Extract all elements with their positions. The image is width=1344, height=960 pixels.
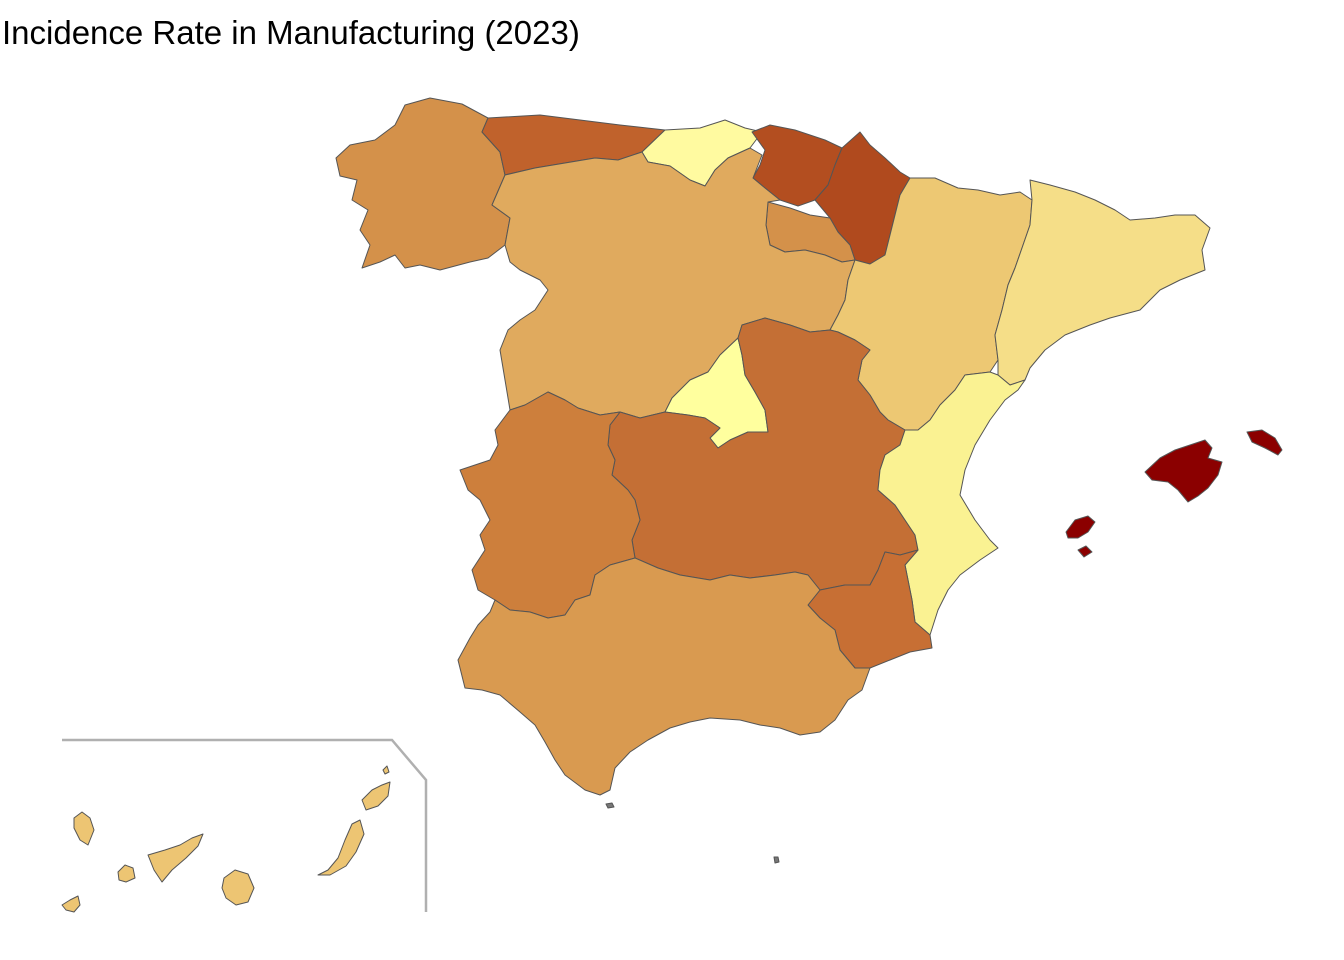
region-cataluna[interactable]	[994, 179, 1211, 386]
region-baleares-menorca[interactable]	[1246, 429, 1283, 456]
region-canarias-la-palma[interactable]	[73, 811, 95, 846]
region-ceuta[interactable]	[605, 802, 615, 809]
region-baleares-mallorca[interactable]	[1144, 439, 1223, 503]
region-canarias-fuerteventura[interactable]	[317, 819, 365, 876]
region-baleares-formentera[interactable]	[1077, 545, 1093, 558]
region-canarias-tenerife[interactable]	[147, 833, 204, 883]
region-baleares-ibiza[interactable]	[1065, 515, 1096, 539]
region-galicia[interactable]	[335, 97, 511, 271]
region-canarias-lanzarote[interactable]	[361, 781, 391, 811]
canary-islands-inset-frame	[62, 738, 428, 912]
map-title: Incidence Rate in Manufacturing (2023)	[2, 14, 580, 51]
region-melilla[interactable]	[773, 856, 780, 864]
region-canarias-la-gomera[interactable]	[117, 864, 136, 883]
region-andalucia[interactable]	[457, 557, 871, 796]
region-canarias-el-hierro[interactable]	[61, 895, 81, 913]
region-canarias-gran-canaria[interactable]	[221, 869, 255, 906]
region-canarias-la-graciosa[interactable]	[382, 765, 390, 775]
